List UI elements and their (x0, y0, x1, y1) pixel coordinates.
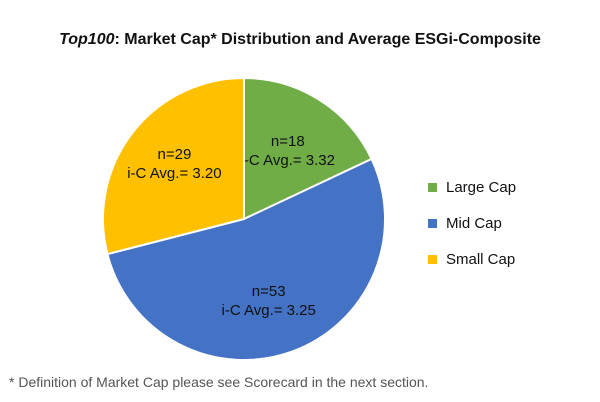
legend-item-mid-cap: Mid Cap (428, 205, 516, 241)
chart-title-italic: Top100 (59, 31, 115, 48)
slice-count-label-mid-cap: n=53 (252, 283, 286, 300)
legend-item-large-cap: Large Cap (428, 169, 516, 205)
legend-item-small-cap: Small Cap (428, 241, 516, 277)
legend-label-mid-cap: Mid Cap (446, 214, 502, 232)
pie-slice-small-cap (102, 76, 245, 256)
slice-avg-label-small-cap: i-C Avg.= 3.20 (127, 165, 221, 182)
pie-slice-large-cap (243, 76, 373, 221)
chart-title: Top100: Market Cap* Distribution and Ave… (0, 31, 600, 49)
legend-swatch-large-cap (428, 182, 437, 192)
slice-count-label-small-cap: n=29 (158, 146, 192, 163)
legend-label-large-cap: Large Cap (446, 178, 517, 196)
slice-avg-label-large-cap: i-C Avg.= 3.32 (241, 152, 335, 169)
pie-slice-mid-cap (106, 157, 386, 362)
slice-count-label-large-cap: n=18 (271, 133, 305, 150)
legend-swatch-mid-cap (428, 218, 437, 228)
chart-title-rest: : Market Cap* Distribution and Average E… (114, 31, 541, 48)
footnote: * Definition of Market Cap please see Sc… (9, 374, 429, 390)
legend-label-small-cap: Small Cap (446, 250, 516, 268)
slice-avg-label-mid-cap: i-C Avg.= 3.25 (222, 302, 316, 319)
chart-legend: Large Cap Mid Cap Small Cap (428, 169, 516, 277)
legend-swatch-small-cap (428, 254, 437, 264)
